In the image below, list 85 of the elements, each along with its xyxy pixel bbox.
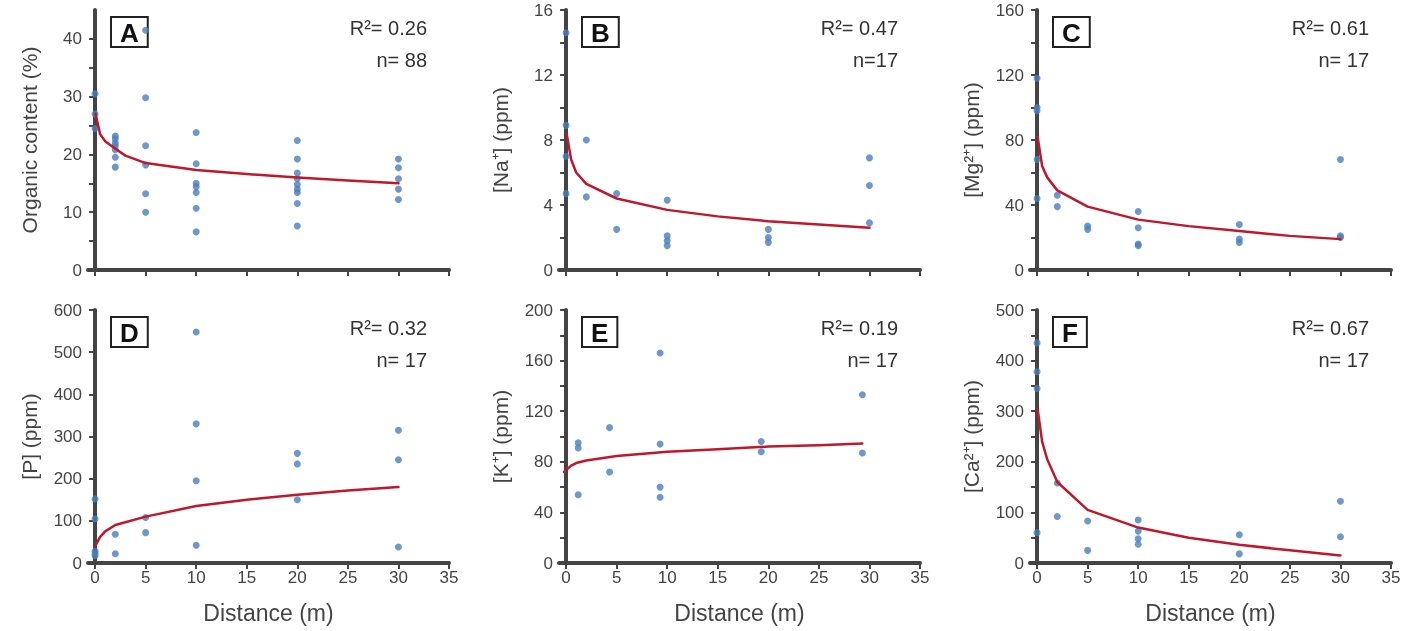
chart-title: A [120, 18, 139, 48]
x-tick-label: 5 [1082, 568, 1093, 587]
y-tick-label: 400 [53, 384, 82, 404]
x-tick-label: 10 [1128, 568, 1148, 587]
y-tick-label: 30 [63, 87, 82, 107]
annotation: n= 17 [1318, 49, 1369, 71]
annotation: R²= 0.32 [349, 317, 427, 339]
annotation: R²= 0.19 [820, 317, 898, 339]
x-tick-label: 10 [186, 568, 206, 587]
annotation: R²= 0.67 [1291, 317, 1369, 339]
y-tick-label: 40 [63, 29, 82, 49]
y-tick-label: 200 [53, 469, 82, 489]
y-tick-label: 0 [72, 553, 82, 573]
y-tick-label: 500 [53, 342, 82, 362]
y-axis-title: [Ca²⁺] (ppm) [960, 379, 983, 494]
annotation: R²= 0.47 [820, 17, 898, 39]
x-tick-label: 15 [237, 568, 257, 587]
annotation: n= 17 [847, 349, 898, 371]
y-tick-label: 200 [995, 452, 1024, 472]
x-tick-label: 30 [1330, 568, 1350, 587]
y-tick-label: 0 [72, 260, 82, 280]
y-tick-label: 8 [543, 130, 553, 150]
y-tick-label: 16 [534, 0, 553, 20]
y-tick-label: 0 [543, 553, 553, 573]
y-tick-label: 20 [63, 144, 82, 164]
x-tick-label: 0 [1032, 568, 1042, 587]
x-tick-label: 15 [708, 568, 728, 587]
y-tick-label: 0 [1014, 553, 1024, 573]
x-tick-label: 25 [1280, 568, 1300, 587]
y-tick-label: 12 [534, 65, 553, 85]
y-tick-label: 200 [524, 300, 553, 320]
y-tick-label: 400 [995, 351, 1024, 371]
y-tick-label: 500 [995, 300, 1024, 320]
annotation: n= 17 [376, 349, 427, 371]
x-tick-label: 30 [859, 568, 879, 587]
x-axis-title: Distance (m) [203, 599, 334, 626]
x-tick-label: 20 [287, 568, 307, 587]
annotation: R²= 0.26 [349, 17, 427, 39]
x-tick-label: 25 [809, 568, 829, 587]
y-tick-label: 4 [543, 195, 553, 215]
x-tick-label: 35 [1381, 568, 1401, 587]
chart-title: E [591, 318, 609, 348]
x-axis-title: Distance (m) [1145, 599, 1276, 626]
y-tick-label: 120 [524, 401, 553, 421]
y-axis-title: [Mg²⁺] (ppm) [960, 82, 983, 198]
y-tick-label: 100 [995, 502, 1024, 522]
y-tick-label: 40 [534, 502, 553, 522]
y-axis-title: [P] (ppm) [18, 393, 41, 480]
x-tick-label: 25 [338, 568, 358, 587]
x-tick-label: 20 [1229, 568, 1249, 587]
y-tick-label: 10 [63, 202, 82, 222]
y-tick-label: 120 [995, 65, 1024, 85]
x-tick-label: 30 [388, 568, 408, 587]
x-tick-label: 5 [140, 568, 151, 587]
y-tick-label: 160 [995, 0, 1024, 20]
x-tick-label: 35 [439, 568, 459, 587]
y-tick-label: 300 [995, 401, 1024, 421]
y-tick-label: 600 [53, 300, 82, 320]
y-tick-label: 300 [53, 427, 82, 446]
y-tick-label: 40 [1005, 195, 1024, 215]
y-axis-title: [K⁺] (ppm) [489, 389, 512, 484]
x-tick-label: 15 [1179, 568, 1199, 587]
annotation: n= 17 [1318, 349, 1369, 371]
x-tick-label: 10 [657, 568, 677, 587]
x-tick-label: 0 [90, 568, 100, 587]
chart-title: D [120, 318, 139, 348]
y-tick-label: 80 [534, 452, 553, 472]
x-tick-label: 20 [758, 568, 778, 587]
chart-title: C [1062, 18, 1081, 48]
x-tick-label: 5 [611, 568, 622, 587]
chart-title: B [591, 18, 610, 48]
x-axis-title: Distance (m) [674, 599, 805, 626]
annotation: n= 88 [376, 49, 427, 71]
y-tick-label: 0 [543, 260, 553, 280]
y-tick-label: 100 [53, 511, 82, 531]
y-tick-label: 160 [524, 351, 553, 371]
x-tick-label: 0 [561, 568, 571, 587]
annotation: n=17 [852, 49, 899, 71]
x-tick-label: 35 [910, 568, 930, 587]
annotation: R²= 0.61 [1291, 17, 1369, 39]
chart-title: F [1062, 318, 1078, 348]
y-tick-label: 80 [1005, 130, 1024, 150]
y-axis-title: [Na⁺] (ppm) [489, 86, 512, 194]
y-tick-label: 0 [1014, 260, 1024, 280]
y-axis-title: Organic content (%) [18, 46, 41, 234]
